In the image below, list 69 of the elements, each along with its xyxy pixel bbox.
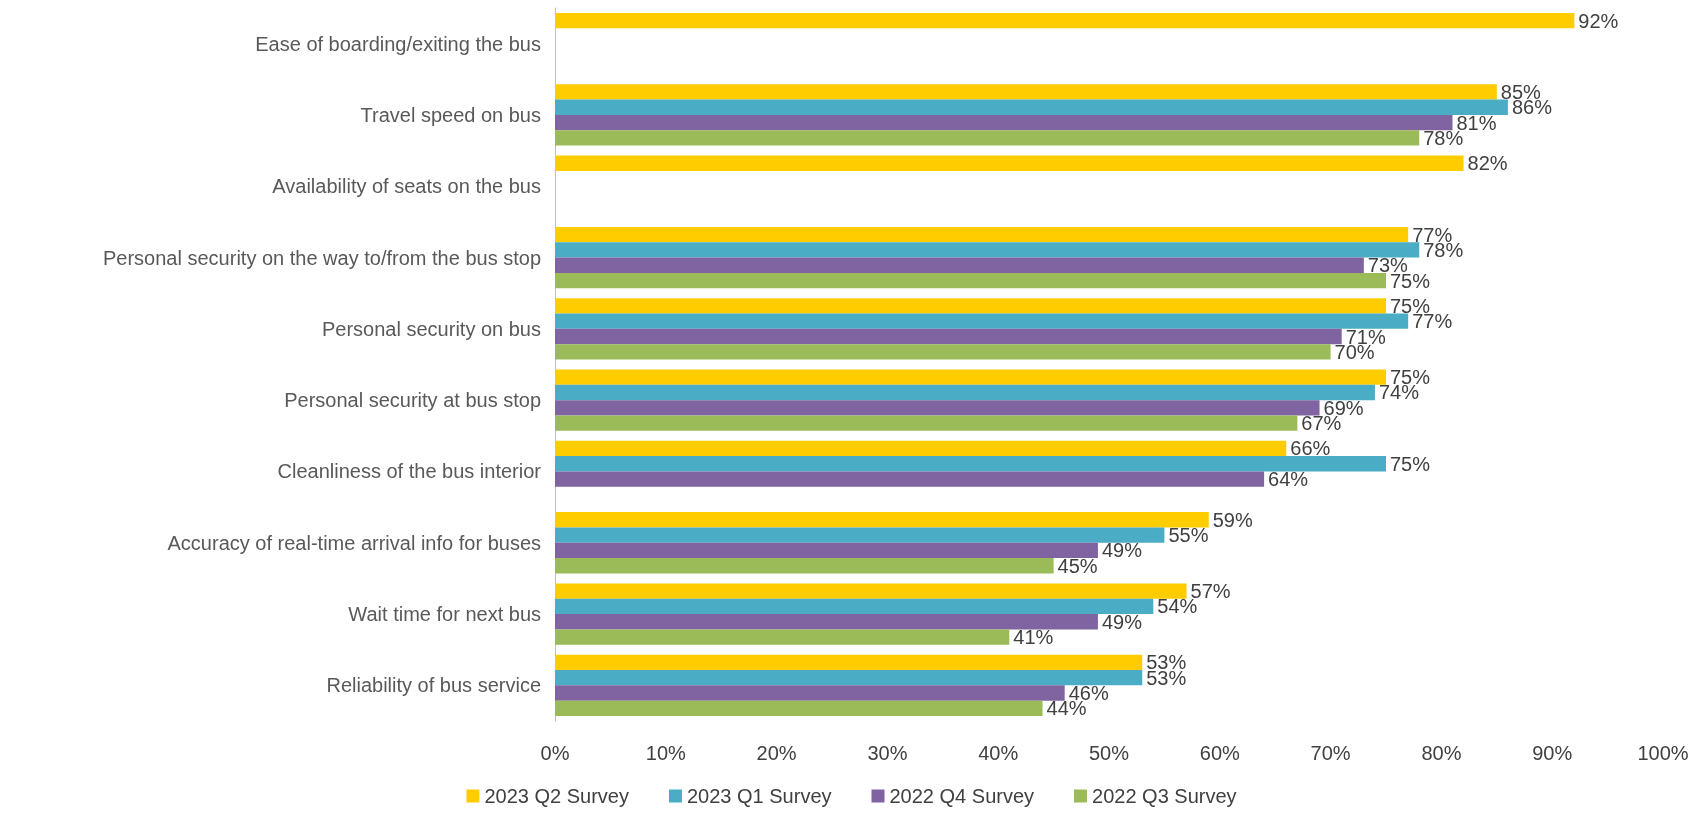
x-tick-label: 70% [1310,742,1351,764]
x-tick-label: 0% [540,742,570,764]
bar [555,527,1165,543]
bar [555,99,1508,115]
bar [555,130,1420,146]
bar [555,415,1298,431]
data-label: 92% [1578,9,1619,32]
y-tick-label: Personal security at bus stop [284,389,541,412]
data-label: 75% [1390,452,1431,475]
legend-label: 2023 Q2 Survey [484,785,629,807]
y-tick-label: Accuracy of real-time arrival info for buses [167,531,541,554]
bar [555,471,1265,487]
bar [555,700,1043,717]
data-label: 59% [1212,508,1253,531]
data-label: 66% [1290,437,1331,460]
data-label: 49% [1101,610,1143,633]
bar [555,614,1098,630]
y-tick-label: Personal security on the way to/from the bus stop [103,246,541,269]
x-tick-label: 20% [756,742,797,764]
y-tick-label: Cleanliness of the bus interior [277,460,542,483]
x-tick-label: 60% [1199,742,1241,764]
bar [555,313,1409,329]
bar [555,114,1453,131]
bar [555,257,1364,273]
data-label: 45% [1057,554,1098,577]
data-label: 64% [1268,468,1309,491]
bar [555,400,1320,416]
x-tick-label: 10% [645,742,687,764]
bar [555,583,1187,599]
x-tick-label: 90% [1532,742,1573,764]
x-tick-label: 40% [978,742,1019,764]
bar [555,384,1375,401]
bar [555,512,1209,528]
bar [555,598,1154,615]
x-tick-label: 30% [867,742,908,764]
x-tick-label: 50% [1088,742,1130,764]
bar [555,670,1143,686]
y-tick-label: Availability of seats on the bus [272,175,541,198]
bar [555,654,1143,671]
y-tick-label: Wait time for next bus [348,603,541,626]
bar [555,298,1386,314]
data-label: 55% [1168,524,1209,547]
bar [555,542,1098,559]
x-tick-label: 100% [1637,742,1689,764]
bar [555,155,1464,171]
bar [555,344,1331,360]
bar [555,685,1065,701]
bar [555,369,1386,385]
bar [555,456,1386,472]
bar [555,558,1054,574]
bar [555,242,1420,258]
bar [555,84,1497,100]
y-tick-label: Reliability of bus service [326,674,541,697]
bar [555,272,1386,289]
legend-label: 2023 Q1 Survey [686,785,832,807]
data-label: 41% [1013,626,1054,649]
x-tick-label: 80% [1421,742,1462,764]
data-label: 82% [1467,152,1508,175]
data-label: 49% [1101,539,1143,562]
bar [555,226,1409,243]
bar [555,440,1287,457]
y-tick-label: Ease of boarding/exiting the bus [255,32,541,55]
bar [555,328,1342,345]
legend-label: 2022 Q4 Survey [889,785,1035,807]
y-tick-label: Personal security on bus [321,317,541,340]
bar [555,629,1010,645]
y-tick-label: Travel speed on bus [360,103,541,126]
legend-label: 2022 Q3 Survey [1092,785,1237,807]
bar [555,12,1575,29]
